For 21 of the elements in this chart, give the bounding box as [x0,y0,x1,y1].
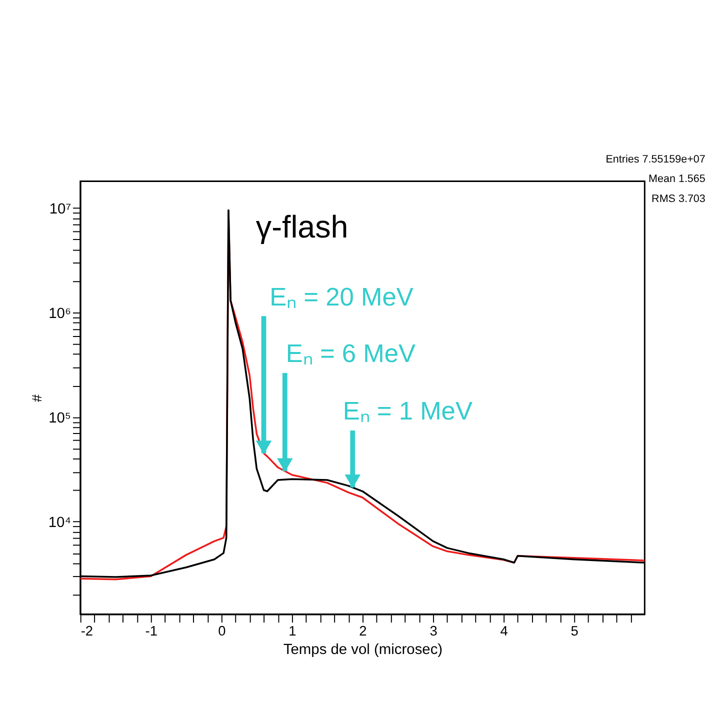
x-tick-label: 3 [430,623,438,638]
text: Mean 1.565 [648,173,706,186]
text: Entries 7.55159e+07 [606,154,706,166]
annotation: γ-flash [256,210,348,245]
y-tick-label: 10⁶ [48,306,72,322]
y-tick-label: 10⁵ [48,410,72,426]
x-axis-title: Temps de vol (microsec) [283,642,443,658]
x-tick-label: 4 [500,623,508,638]
y-tick-label: 10⁷ [49,201,72,218]
x-tick-label: -2 [80,623,94,638]
x-tick-label: 0 [218,623,226,638]
y-tick-label: 10⁴ [48,514,72,531]
annotation: Eₙ = 20 MeV [270,283,414,312]
x-tick-label: -1 [145,623,158,638]
text: RMS 3.703 [652,192,706,205]
x-tick-label: 2 [359,623,367,638]
y-axis-title: # [30,394,45,402]
annotation: Eₙ = 1 MeV [342,398,472,426]
x-tick-label: 1 [288,623,296,638]
annotation: Eₙ = 6 MeV [286,340,416,368]
x-tick-label: 5 [570,623,579,638]
